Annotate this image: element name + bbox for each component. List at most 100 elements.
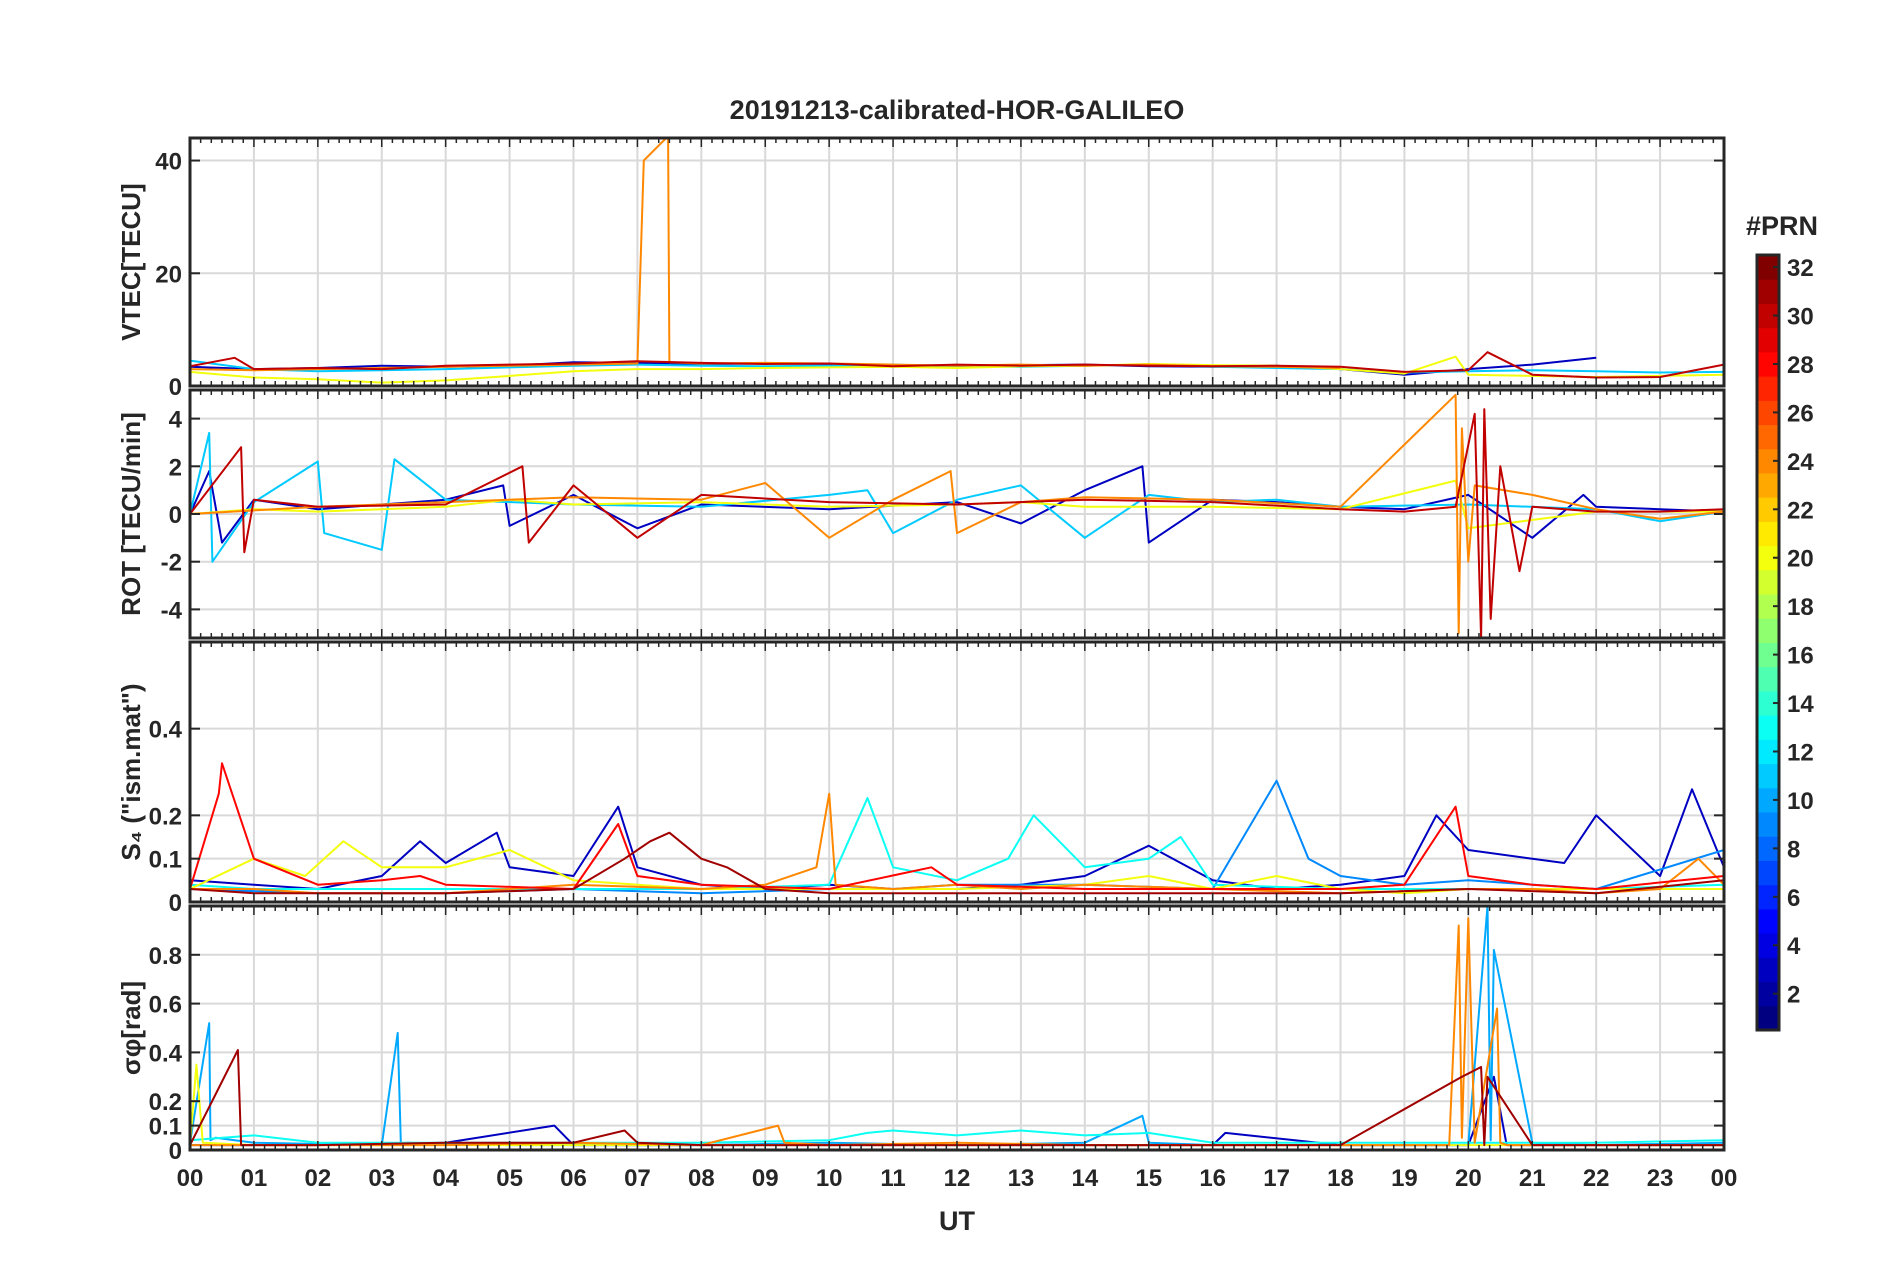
x-axis-label: UT (939, 1206, 975, 1236)
y-axis-label: VTEC[TECU] (116, 183, 146, 340)
colorbar-segment (1757, 642, 1779, 668)
y-tick-label: 0.2 (149, 803, 182, 830)
colorbar-tick-label: 24 (1787, 449, 1814, 476)
colorbar-segment (1757, 690, 1779, 716)
colorbar-segment (1757, 472, 1779, 498)
x-tick-label: 14 (1071, 1165, 1098, 1192)
colorbar-segment (1757, 860, 1779, 886)
colorbar-tick-label: 8 (1787, 836, 1800, 863)
colorbar-segment (1757, 908, 1779, 934)
x-tick-label: 12 (944, 1165, 971, 1192)
colorbar-segment (1757, 400, 1779, 426)
y-tick-label: 0 (169, 890, 182, 917)
series-group (190, 762, 1724, 895)
colorbar-tick-label: 6 (1787, 885, 1800, 912)
colorbar-tick-label: 26 (1787, 400, 1814, 427)
panel-frame (188, 136, 1726, 388)
panel-3: 0 0.1 0.2 0.4S₄ ("ism.mat") (116, 640, 1726, 917)
panel-frame (188, 388, 1726, 640)
y-tick-label: 4 (169, 407, 183, 434)
colorbar-frame (1755, 253, 1781, 1032)
colorbar-segment (1757, 715, 1779, 740)
x-tick-label: 05 (496, 1165, 523, 1192)
x-axis: 00 01 02 03 04 05 06 07 08 09 10 11 12 13 14 15 16 17 18 19… (177, 1165, 1738, 1192)
colorbar-tick-label: 28 (1787, 352, 1814, 379)
colorbar-tick-label: 30 (1787, 304, 1814, 331)
x-tick-label: 02 (304, 1165, 331, 1192)
x-tick-label: 01 (241, 1165, 268, 1192)
colorbar-segment (1757, 279, 1779, 304)
colorbar-tick-label: 20 (1787, 546, 1814, 573)
series-prn-28 (190, 762, 1724, 890)
y-axis-label: ROT [TECU/min] (116, 412, 146, 616)
x-tick-label: 08 (688, 1165, 715, 1192)
x-tick-label: 16 (1199, 1165, 1226, 1192)
y-tick-label: 0 (169, 502, 182, 529)
x-tick-label: 06 (560, 1165, 587, 1192)
x-tick-label: 18 (1327, 1165, 1354, 1192)
x-tick-label: 07 (624, 1165, 651, 1192)
colorbar-segment (1757, 327, 1779, 353)
x-tick-label: 21 (1519, 1165, 1546, 1192)
y-tick-label: 20 (155, 261, 182, 288)
x-tick-label: 04 (432, 1165, 459, 1192)
colorbar-segment (1757, 933, 1779, 958)
y-tick-label: 0.8 (149, 943, 182, 970)
x-tick-label: 09 (752, 1165, 779, 1192)
colorbar-tick-label: 18 (1787, 594, 1814, 621)
series-group (190, 393, 1724, 638)
colorbar-segment (1757, 569, 1779, 595)
series-prn-30 (190, 351, 1724, 379)
x-tick-label: 19 (1391, 1165, 1418, 1192)
colorbar-tick-label: 4 (1787, 933, 1801, 960)
x-tick-label: 03 (368, 1165, 395, 1192)
panel-1: 0 20 40 VTEC[TECU] (116, 136, 1726, 401)
y-tick-label: 0 (169, 374, 182, 401)
x-tick-label: 00 (177, 1165, 204, 1192)
colorbar-tick-label: 22 (1787, 497, 1814, 524)
panel-2: -4 -2 0 2 4 ROT [TECU/min] (116, 388, 1726, 640)
y-axis-label: σφ[rad] (116, 981, 146, 1075)
colorbar-segment (1757, 739, 1779, 765)
y-tick-label: 2 (169, 454, 182, 481)
colorbar-segment (1757, 303, 1779, 329)
colorbar-tick-label: 10 (1787, 788, 1814, 815)
y-tick-label: 0.1 (149, 847, 182, 874)
colorbar-segment (1757, 594, 1779, 619)
series-group (190, 138, 1724, 384)
panel-frame (188, 640, 1726, 904)
colorbar-tick-label: 2 (1787, 982, 1800, 1009)
colorbar-segment (1757, 763, 1779, 789)
colorbar-segment (1757, 787, 1779, 813)
x-tick-label: 11 (880, 1165, 905, 1192)
colorbar-label: #PRN (1746, 211, 1818, 241)
y-tick-label: 0.2 (149, 1089, 182, 1116)
colorbar-segment (1757, 545, 1779, 571)
colorbar-segment (1757, 1005, 1779, 1031)
colorbar-segment (1757, 376, 1779, 401)
colorbar-segment (1757, 424, 1779, 450)
colorbar-segment (1757, 497, 1779, 522)
colorbar-segment (1757, 812, 1779, 837)
x-tick-label: 22 (1583, 1165, 1610, 1192)
x-tick-label: 23 (1647, 1165, 1674, 1192)
y-tick-label: 0.1 (149, 1114, 182, 1141)
colorbar-segment (1757, 618, 1779, 643)
x-tick-label: 17 (1263, 1165, 1290, 1192)
y-tick-label: 0 (169, 1138, 182, 1165)
series-prn-30 (190, 408, 1724, 638)
y-tick-label: 0.4 (149, 717, 183, 744)
colorbar-segment (1757, 255, 1779, 280)
panel-4: 00.10.2 0.4 0.6 0.8σφ[rad] (116, 904, 1726, 1165)
y-tick-label: 0.4 (149, 1040, 183, 1067)
colorbar-segment (1757, 981, 1779, 1007)
colorbar-segment (1757, 351, 1779, 377)
colorbar-tick-label: 16 (1787, 643, 1814, 670)
y-tick-label: -2 (161, 550, 182, 577)
series-prn-24 (190, 792, 1724, 895)
x-tick-label: 13 (1008, 1165, 1035, 1192)
colorbar-tick-label: 32 (1787, 255, 1814, 282)
y-tick-label: 40 (155, 149, 182, 176)
